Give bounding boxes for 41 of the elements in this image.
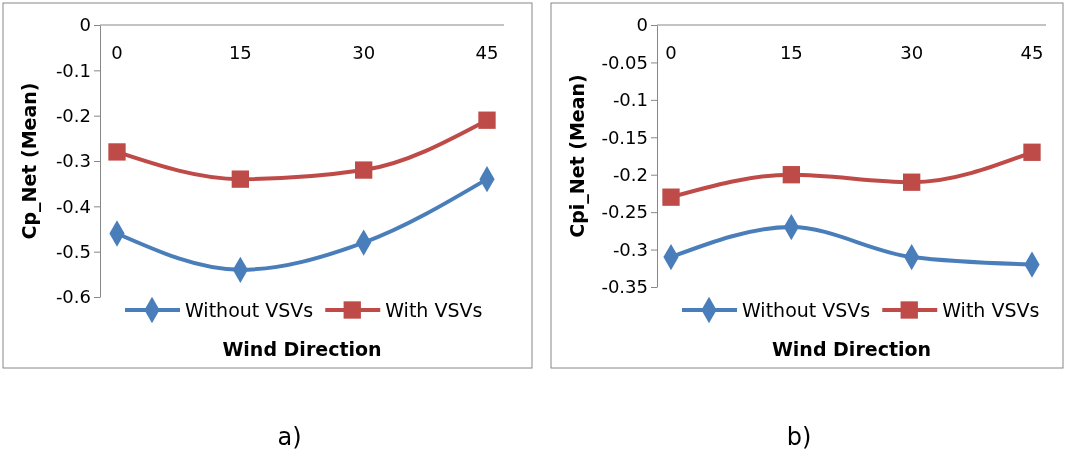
point [231, 170, 249, 188]
x-tick-label: 15 [779, 42, 803, 63]
y-tick-label: 0 [79, 14, 91, 36]
x-tick-label: 45 [475, 42, 499, 63]
y-tick-label: -0.35 [601, 276, 648, 298]
x-axis-title: Wind Direction [222, 338, 382, 360]
legend-label: With VSVs [385, 299, 483, 321]
x-axis-title: Wind Direction [771, 338, 932, 360]
legend-label: Without VSVs [742, 299, 871, 321]
point [478, 111, 496, 129]
y-tick-label: -0.2 [55, 104, 91, 126]
y-tick-label: -0.1 [55, 59, 91, 81]
y-axis-title: Cpi_Net (Mean) [566, 74, 589, 238]
x-tick-label: 0 [665, 42, 677, 63]
text: b) [786, 423, 812, 451]
x-tick-label: 0 [111, 42, 123, 63]
y-tick-label: -0.6 [55, 286, 91, 308]
y-tick-label: -0.1 [612, 89, 648, 111]
text: a) [277, 423, 302, 451]
y-tick-label: -0.15 [601, 126, 648, 148]
y-axis-title: Cp_Net (Mean) [18, 82, 41, 240]
y-tick-label: 0 [636, 14, 648, 36]
legend-label: With VSVs [942, 299, 1040, 321]
point [108, 143, 126, 161]
y-tick-label: -0.05 [601, 51, 648, 73]
y-tick-label: -0.4 [55, 195, 91, 217]
x-tick-label: 45 [1020, 42, 1044, 63]
point [662, 188, 680, 206]
y-tick-label: -0.25 [601, 201, 648, 223]
point [355, 161, 373, 179]
point [782, 166, 800, 184]
point [903, 173, 921, 191]
point [1023, 143, 1041, 161]
x-tick-label: 30 [352, 42, 376, 63]
y-tick-label: -0.3 [612, 238, 648, 260]
legend-label: Without VSVs [185, 299, 314, 321]
y-tick-label: -0.5 [55, 240, 91, 262]
x-tick-label: 30 [900, 42, 924, 63]
y-tick-label: -0.2 [612, 163, 648, 185]
x-tick-label: 15 [228, 42, 252, 63]
y-tick-label: -0.3 [55, 150, 91, 172]
